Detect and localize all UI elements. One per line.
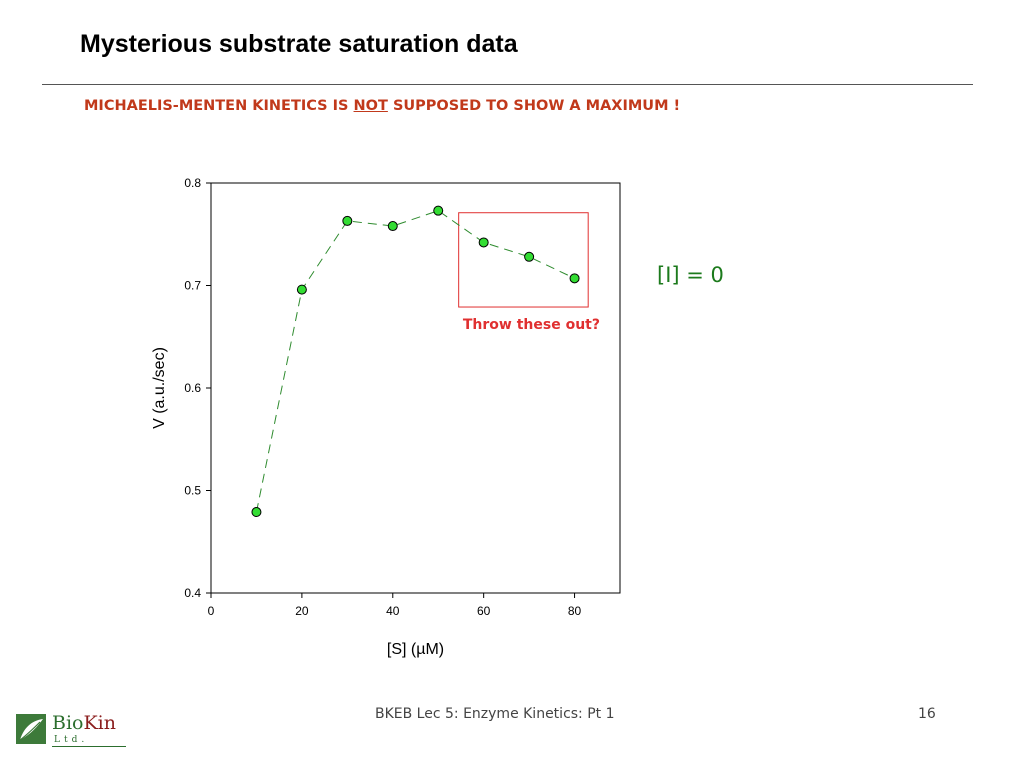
data-point — [251, 507, 262, 518]
y-tick-label: 0.6 — [184, 381, 201, 395]
data-point — [387, 221, 398, 232]
highlight-label: Throw these out? — [463, 317, 600, 333]
data-point — [296, 284, 307, 295]
biokin-logo: BioKin Ltd. — [16, 712, 128, 750]
y-tick-label: 0.7 — [184, 279, 201, 293]
subtitle-emphasis: NOT — [353, 98, 388, 114]
leaf-icon — [16, 714, 46, 744]
data-point — [342, 215, 353, 226]
data-point — [569, 273, 580, 284]
y-tick-label: 0.8 — [184, 176, 201, 190]
data-point — [433, 205, 444, 216]
x-tick-label: 40 — [386, 604, 400, 618]
x-tick-label: 0 — [208, 604, 215, 618]
logo-underline — [52, 746, 126, 747]
inhibitor-note: [I] = 0 — [657, 263, 724, 287]
slide-title: Mysterious substrate saturation data — [80, 30, 518, 58]
subtitle-part-2: SUPPOSED TO SHOW A MAXIMUM ! — [387, 98, 681, 114]
logo-subtext: Ltd. — [54, 735, 89, 745]
y-axis-label: V (a.u./sec) — [151, 347, 168, 429]
title-divider — [42, 84, 973, 85]
highlight-box — [458, 212, 589, 308]
subtitle-part-1: MICHAELIS-MENTEN KINETICS IS — [84, 98, 354, 114]
footer-text: BKEB Lec 5: Enzyme Kinetics: Pt 1 — [375, 706, 615, 722]
x-tick-label: 80 — [568, 604, 582, 618]
x-tick-label: 20 — [295, 604, 309, 618]
data-point — [524, 251, 535, 262]
slide-subtitle: MICHAELIS-MENTEN KINETICS IS NOT SUPPOSE… — [84, 98, 680, 114]
y-tick-label: 0.5 — [184, 484, 201, 498]
plot-frame — [210, 182, 621, 594]
page-number: 16 — [918, 706, 936, 722]
x-tick-label: 60 — [477, 604, 491, 618]
data-point — [478, 237, 489, 248]
series-line — [255, 210, 575, 513]
logo-wordmark: BioKin — [52, 712, 116, 734]
x-axis-label: [S] (µM) — [387, 641, 444, 658]
y-tick-label: 0.4 — [184, 586, 201, 600]
